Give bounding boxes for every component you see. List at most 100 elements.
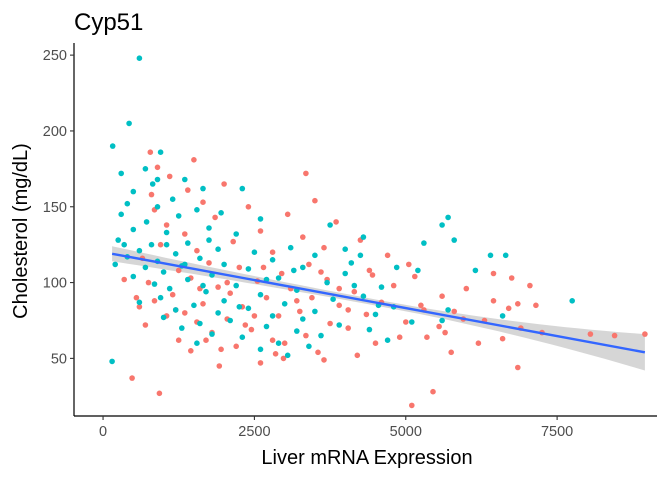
x-tick-label: 0 (99, 424, 107, 440)
data-point-series-1 (151, 298, 158, 304)
x-tick-label: 7500 (541, 424, 573, 440)
data-point-series-2 (233, 282, 239, 289)
data-point-series-2 (185, 276, 191, 283)
data-point-series-2 (281, 301, 288, 307)
data-point-series-2 (342, 270, 349, 277)
data-point-series-1 (315, 349, 321, 356)
data-point-series-2 (239, 334, 246, 341)
data-point-series-2 (324, 279, 330, 286)
data-point-series-1 (191, 157, 197, 163)
data-point-series-2 (384, 337, 391, 344)
data-point-series-1 (345, 307, 352, 313)
data-point-series-1 (318, 269, 324, 275)
data-point-series-1 (303, 332, 309, 339)
data-point-series-1 (515, 364, 521, 371)
data-point-series-2 (360, 234, 367, 240)
data-point-series-1 (215, 284, 221, 290)
data-point-series-1 (251, 313, 258, 319)
data-point-series-1 (278, 270, 285, 277)
data-point-series-2 (200, 282, 206, 289)
data-point-series-1 (148, 191, 155, 198)
data-point-series-2 (206, 225, 212, 231)
data-point-series-1 (345, 325, 352, 331)
data-point-series-1 (321, 244, 327, 251)
data-point-series-1 (224, 279, 230, 286)
data-point-series-1 (527, 282, 533, 289)
data-point-series-1 (257, 360, 264, 366)
data-point-series-1 (372, 340, 379, 347)
data-point-series-2 (569, 298, 575, 304)
data-point-series-2 (124, 200, 131, 207)
x-axis-title: Liver mRNA Expression (261, 447, 472, 469)
data-point-series-2 (160, 314, 167, 321)
data-point-series-1 (212, 214, 218, 221)
data-point-series-2 (142, 264, 149, 271)
data-point-series-1 (133, 294, 140, 301)
data-point-series-2 (366, 326, 373, 333)
data-point-series-1 (366, 267, 373, 274)
data-point-series-2 (215, 246, 221, 252)
data-point-series-2 (154, 176, 161, 183)
data-point-series-1 (396, 334, 403, 341)
data-point-series-1 (163, 222, 170, 228)
y-tick-label: 150 (43, 200, 67, 216)
data-point-series-2 (182, 176, 188, 183)
data-point-series-1 (297, 308, 303, 315)
data-point-series-2 (126, 120, 132, 127)
data-point-series-1 (188, 348, 194, 354)
data-point-series-2 (233, 231, 239, 237)
data-point-series-1 (257, 228, 264, 234)
data-point-series-2 (194, 340, 200, 347)
data-point-series-2 (318, 332, 324, 339)
data-point-series-1 (303, 170, 309, 177)
data-point-series-1 (309, 294, 315, 301)
data-point-series-2 (209, 331, 215, 337)
data-point-series-2 (149, 181, 156, 187)
data-point-series-1 (242, 322, 249, 328)
data-point-series-1 (369, 272, 376, 278)
data-point-series-1 (166, 173, 173, 180)
trend-line-layer (111, 252, 646, 354)
data-point-series-1 (587, 331, 594, 337)
data-point-series-1 (611, 332, 618, 339)
data-point-series-1 (263, 294, 270, 301)
data-point-series-2 (342, 246, 349, 252)
data-point-series-1 (515, 301, 521, 307)
data-point-series-2 (157, 294, 164, 301)
data-point-series-1 (363, 311, 370, 318)
data-point-series-2 (294, 328, 300, 334)
data-point-series-1 (269, 249, 276, 255)
data-point-series-2 (393, 264, 400, 271)
data-point-series-1 (418, 302, 424, 309)
data-point-series-2 (175, 213, 182, 219)
data-point-series-2 (275, 275, 282, 281)
data-point-series-2 (130, 273, 137, 280)
data-point-series-2 (445, 214, 451, 221)
data-point-series-2 (245, 305, 252, 312)
data-point-series-2 (163, 241, 170, 248)
data-point-series-1 (227, 290, 233, 297)
data-point-series-1 (194, 247, 200, 254)
data-point-series-1 (175, 267, 182, 274)
data-point-series-1 (436, 323, 442, 330)
data-point-series-2 (257, 291, 264, 298)
data-point-series-1 (351, 288, 358, 295)
data-point-series-2 (451, 237, 458, 243)
data-point-series-2 (112, 261, 118, 268)
data-point-series-1 (200, 199, 206, 205)
data-point-series-2 (351, 282, 358, 289)
data-point-series-1 (182, 231, 188, 237)
data-point-series-2 (236, 304, 243, 310)
data-point-series-2 (263, 323, 270, 330)
data-point-series-1 (384, 252, 391, 259)
data-point-series-2 (136, 299, 143, 306)
data-point-series-1 (442, 329, 448, 336)
data-point-series-1 (451, 308, 458, 315)
data-point-series-2 (257, 216, 264, 222)
data-point-series-1 (147, 149, 154, 155)
data-point-series-1 (439, 293, 445, 300)
data-point-series-1 (409, 402, 415, 409)
data-point-series-1 (136, 304, 143, 310)
data-point-series-1 (218, 346, 224, 353)
data-point-series-1 (206, 260, 212, 266)
